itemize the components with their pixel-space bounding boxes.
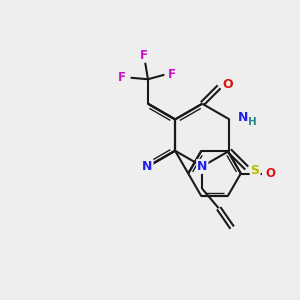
Text: S: S (250, 164, 260, 177)
Text: N: N (142, 160, 152, 173)
Text: F: F (168, 68, 176, 81)
Text: N: N (238, 110, 248, 124)
Text: F: F (118, 70, 126, 84)
Text: O: O (266, 167, 275, 180)
Text: N: N (197, 160, 207, 173)
Text: O: O (222, 78, 233, 91)
Text: F: F (140, 49, 148, 62)
Text: H: H (248, 117, 257, 127)
